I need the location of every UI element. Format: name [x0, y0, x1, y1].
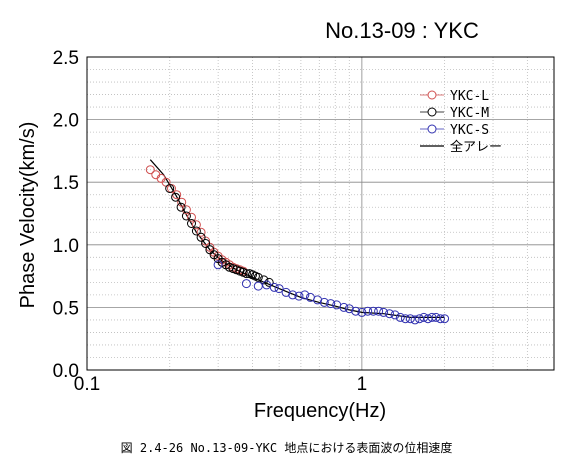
- data-point: [363, 306, 373, 316]
- data-point: [241, 279, 251, 289]
- series-layer: [145, 159, 450, 325]
- legend-marker: [427, 124, 437, 134]
- data-point: [253, 281, 263, 291]
- data-point: [177, 197, 187, 207]
- legend-marker: [427, 107, 437, 117]
- legend-entry-label: 全アレー: [450, 139, 502, 155]
- legend-entry-label: YKC-M: [450, 106, 489, 121]
- x-tick-label: 0.1: [74, 374, 100, 395]
- data-point: [339, 302, 349, 312]
- data-point: [176, 202, 186, 212]
- data-point: [187, 212, 196, 222]
- x-tick-label: 1: [357, 374, 368, 395]
- data-point: [326, 299, 336, 309]
- data-point: [431, 312, 441, 322]
- legend-marker: [427, 90, 437, 100]
- data-point: [313, 295, 323, 305]
- data-point: [281, 287, 291, 297]
- data-point: [390, 310, 400, 320]
- data-point: [435, 314, 445, 324]
- data-point: [253, 272, 263, 282]
- data-point: [410, 315, 420, 325]
- y-tick-label: 0.0: [53, 361, 79, 382]
- data-point: [165, 184, 175, 193]
- data-point: [351, 306, 361, 316]
- plot-frame: [86, 56, 555, 371]
- data-point: [274, 284, 284, 294]
- data-point: [427, 312, 437, 322]
- data-point: [145, 165, 155, 175]
- data-point: [288, 290, 298, 300]
- y-tick-label: 1.5: [53, 173, 79, 194]
- x-axis-label: Frequency(Hz): [254, 400, 386, 422]
- data-point: [357, 307, 367, 317]
- data-point: [213, 260, 223, 270]
- y-tick-label: 2.5: [53, 48, 79, 69]
- data-point: [201, 239, 211, 248]
- y-tick-label: 0.5: [53, 298, 79, 319]
- data-point: [440, 314, 450, 324]
- data-point: [294, 291, 304, 301]
- data-point: [300, 290, 310, 300]
- data-point: [368, 306, 378, 316]
- data-point: [374, 306, 384, 316]
- series-ykc-s: [213, 260, 450, 325]
- y-tick-label: 1.0: [53, 236, 79, 257]
- data-point: [191, 220, 201, 230]
- tick-labels: 0.0 0.5 1.0 1.5 2.0 2.5 0.1 1: [53, 48, 368, 395]
- data-point: [196, 232, 206, 242]
- y-axis-label: Phase Velocity(km/s): [17, 122, 39, 309]
- data-point: [379, 307, 389, 317]
- data-point: [400, 314, 410, 324]
- data-point: [181, 211, 191, 221]
- data-point: [241, 269, 251, 279]
- data-point: [405, 314, 415, 324]
- data-point: [171, 192, 181, 202]
- y-tick-label: 2.0: [53, 111, 79, 132]
- data-point: [344, 304, 354, 314]
- data-point: [196, 227, 206, 237]
- chart-title: No.13-09 : YKC: [325, 18, 479, 43]
- series-ykc-m: [165, 184, 274, 287]
- data-point: [319, 297, 329, 307]
- series-line-all-array: [149, 159, 445, 318]
- legend-entry-label: YKC-L: [450, 89, 489, 104]
- data-point: [259, 275, 269, 285]
- data-point: [181, 205, 191, 215]
- data-point: [191, 226, 201, 236]
- data-point: [187, 219, 196, 228]
- data-point: [385, 309, 394, 319]
- legend-entry-label: YKC-S: [450, 123, 489, 138]
- data-point: [269, 282, 279, 292]
- phase-velocity-chart: No.13-09 : YKC 0.0 0.5 1.0 1.5 2.0 2.5 0.1 1 Fr…: [17, 18, 555, 422]
- data-point: [264, 277, 274, 287]
- figure-caption: 図 2.4-26 No.13-09-YKC 地点における表面波の位相速度: [120, 441, 453, 455]
- data-point: [395, 312, 405, 322]
